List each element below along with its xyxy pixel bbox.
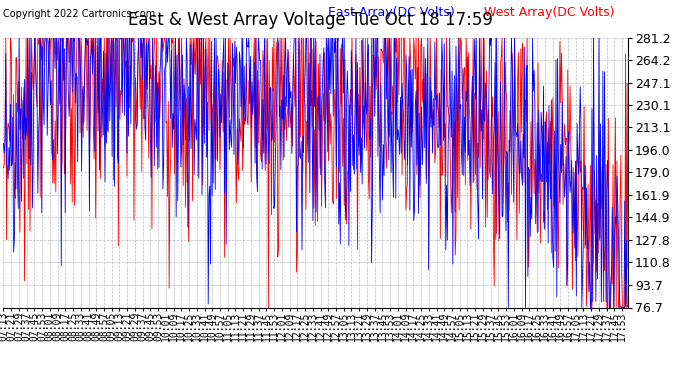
Text: East & West Array Voltage Tue Oct 18 17:59: East & West Array Voltage Tue Oct 18 17:… [128,11,493,29]
Text: Copyright 2022 Cartronics.com: Copyright 2022 Cartronics.com [3,9,156,19]
Text: East Array(DC Volts): East Array(DC Volts) [328,6,455,19]
Text: West Array(DC Volts): West Array(DC Volts) [484,6,615,19]
